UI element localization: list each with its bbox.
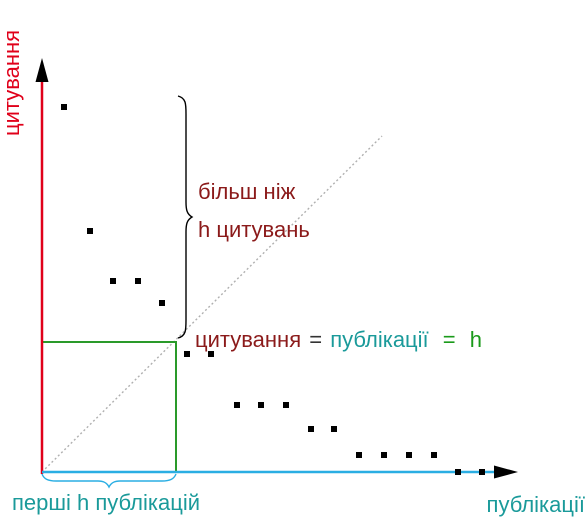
brace-label-line2: h цитувань [198,217,310,242]
equation-publications: публікації [330,327,428,352]
point [331,426,337,432]
point [431,452,437,458]
y-axis-arrow [35,58,49,82]
point [87,228,93,234]
point [356,452,362,458]
point [406,452,412,458]
y-axis-label: цитування [0,30,24,136]
bottom-brace-label: перші h публікацій [12,490,200,515]
point [479,469,485,475]
points [61,104,485,475]
h-square [42,341,177,472]
x-axis-arrow [494,465,518,479]
equation-h: h [470,327,482,352]
publications-brace [41,473,177,489]
point [110,278,116,284]
citations-brace [177,95,194,339]
brace-label-line1: більш ніж [198,179,296,204]
point [381,452,387,458]
point [61,104,67,110]
point [208,351,214,357]
equation-equals-1: = [309,327,322,352]
equation-text: цитування = публікації = h [195,327,482,352]
point [455,469,461,475]
point [184,351,190,357]
point [283,402,289,408]
point [135,278,141,284]
point [159,300,165,306]
point [308,426,314,432]
point [258,402,264,408]
diagonal-line [41,135,383,473]
point [234,402,240,408]
equation-equals-2: = [443,327,456,352]
x-axis-label: публікації [487,492,585,517]
equation-citations: цитування [195,327,301,352]
